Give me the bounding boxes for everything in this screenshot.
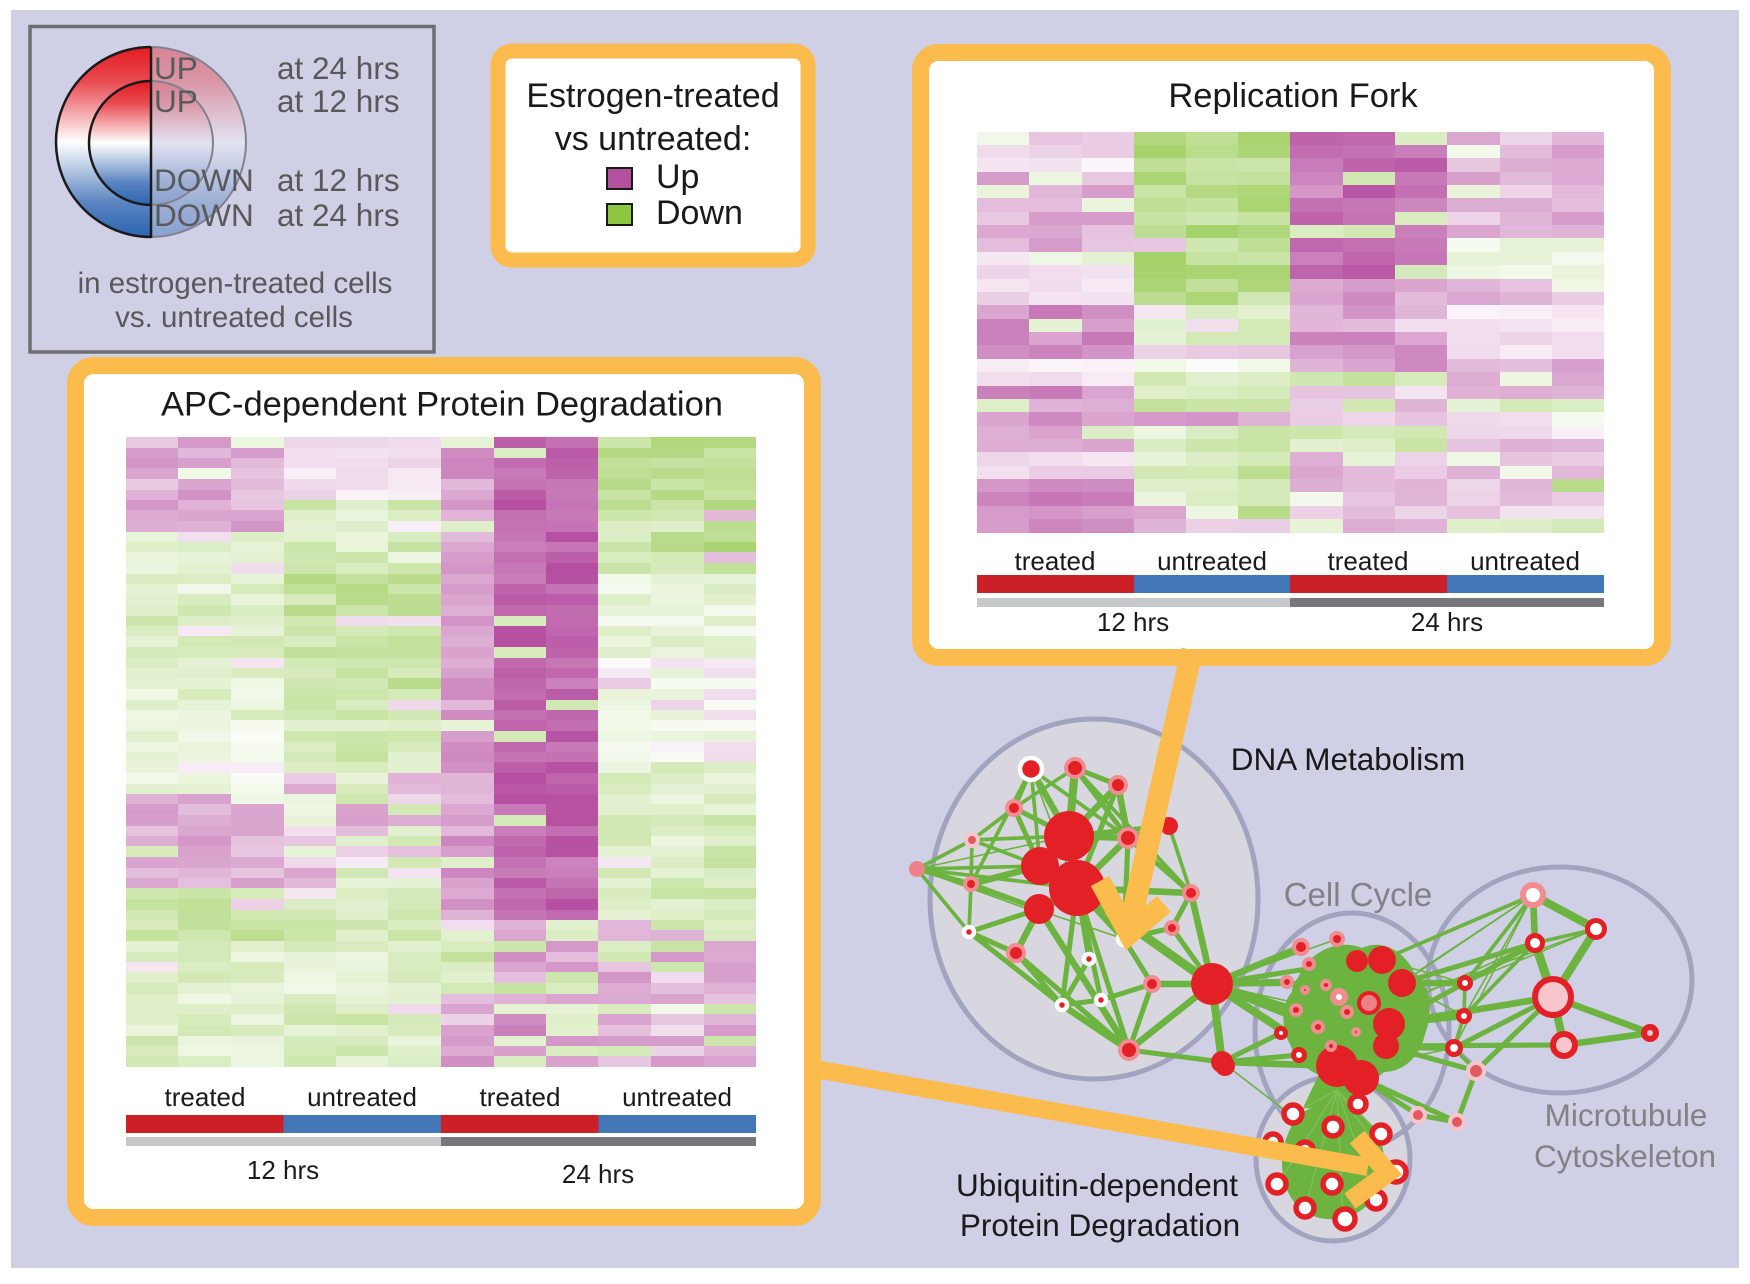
- svg-text:DNA Metabolism: DNA Metabolism: [1231, 741, 1466, 777]
- svg-text:UP: UP: [154, 83, 198, 119]
- svg-text:vs. untreated cells: vs. untreated cells: [115, 301, 353, 334]
- svg-text:DOWN: DOWN: [154, 197, 254, 233]
- svg-text:Up: Up: [656, 158, 699, 196]
- svg-text:untreated: untreated: [1470, 546, 1580, 576]
- svg-text:Estrogen-treated: Estrogen-treated: [526, 77, 779, 115]
- svg-text:treated: treated: [1015, 546, 1096, 576]
- svg-text:vs untreated:: vs untreated:: [555, 120, 752, 158]
- svg-text:UP: UP: [154, 50, 198, 86]
- svg-text:24 hrs: 24 hrs: [1411, 607, 1483, 637]
- svg-text:at 24 hrs: at 24 hrs: [277, 50, 400, 86]
- svg-text:12 hrs: 12 hrs: [1097, 607, 1169, 637]
- svg-text:in estrogen-treated cells: in estrogen-treated cells: [78, 267, 393, 300]
- svg-text:Protein Degradation: Protein Degradation: [960, 1207, 1240, 1243]
- svg-text:Cytoskeleton: Cytoskeleton: [1534, 1138, 1716, 1174]
- svg-text:Down: Down: [656, 194, 743, 232]
- svg-text:at 12 hrs: at 12 hrs: [277, 83, 400, 119]
- svg-text:treated: treated: [1328, 546, 1409, 576]
- svg-text:treated: treated: [480, 1082, 561, 1112]
- svg-text:untreated: untreated: [1157, 546, 1267, 576]
- svg-text:untreated: untreated: [622, 1082, 732, 1112]
- svg-text:Replication Fork: Replication Fork: [1168, 77, 1418, 115]
- svg-text:24 hrs: 24 hrs: [562, 1159, 634, 1189]
- svg-text:Ubiquitin-dependent: Ubiquitin-dependent: [956, 1167, 1238, 1203]
- svg-text:treated: treated: [165, 1082, 246, 1112]
- svg-text:Cell Cycle: Cell Cycle: [1284, 876, 1433, 913]
- svg-text:APC-dependent Protein Degradat: APC-dependent Protein Degradation: [161, 386, 723, 424]
- svg-text:12 hrs: 12 hrs: [247, 1155, 319, 1185]
- svg-text:at 12 hrs: at 12 hrs: [277, 162, 400, 198]
- svg-text:untreated: untreated: [307, 1082, 417, 1112]
- svg-text:DOWN: DOWN: [154, 162, 254, 198]
- svg-text:at 24 hrs: at 24 hrs: [277, 197, 400, 233]
- svg-text:Microtubule: Microtubule: [1545, 1097, 1708, 1133]
